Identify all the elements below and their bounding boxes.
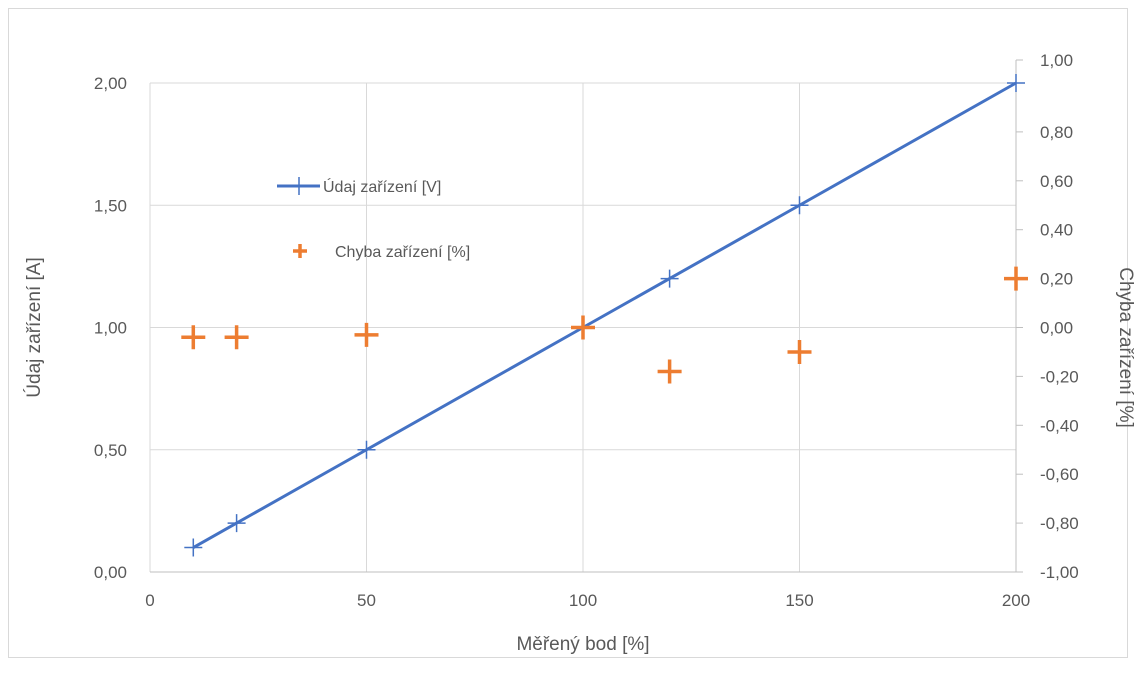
legend-label: Údaj zařízení [V] xyxy=(323,177,441,196)
line-marker xyxy=(184,538,203,557)
y2-tick-label: 0,20 xyxy=(1040,270,1073,289)
y-tick-label: 1,50 xyxy=(94,196,127,215)
y-tick-label: 0,00 xyxy=(94,563,127,582)
y-tick-label: 2,00 xyxy=(94,74,127,93)
legend: Údaj zařízení [V] Chyba zařízení [%] xyxy=(277,177,470,261)
tick-labels: 0,00 0,50 1,00 1,50 2,00 0 50 100 150 200 -1,00 -0,… xyxy=(94,51,1079,610)
y2-tick-label: 0,00 xyxy=(1040,319,1073,338)
error-marker xyxy=(657,359,682,384)
error-marker xyxy=(1004,266,1028,291)
y2-tick-label: 0,60 xyxy=(1040,172,1073,191)
line-marker xyxy=(790,196,809,215)
y2-tick-label: -1,00 xyxy=(1040,563,1079,582)
error-marker xyxy=(354,322,379,347)
line-marker xyxy=(227,514,246,533)
error-marker xyxy=(181,325,206,350)
line-marker xyxy=(660,269,679,288)
x-tick-label: 0 xyxy=(145,591,154,610)
line-marker xyxy=(357,440,376,459)
y2-tick-label: -0,20 xyxy=(1040,367,1079,386)
line-marker xyxy=(1007,74,1025,92)
axes xyxy=(150,59,1023,573)
y2-tick-label: 0,80 xyxy=(1040,123,1073,142)
series-layer xyxy=(181,74,1028,557)
legend-swatch-line-marker xyxy=(290,177,308,195)
y2-tick-label: 1,00 xyxy=(1040,51,1073,70)
y-axis-title: Údaj zařízení [A] xyxy=(23,257,45,397)
y-tick-label: 0,50 xyxy=(94,441,127,460)
y-tick-label: 1,00 xyxy=(94,319,127,338)
legend-label: Chyba zařízení [%] xyxy=(335,244,470,261)
x-tick-label: 100 xyxy=(569,591,597,610)
y2-tick-label: 0,40 xyxy=(1040,221,1073,240)
error-marker xyxy=(571,315,595,340)
error-marker xyxy=(224,325,249,350)
x-tick-label: 150 xyxy=(785,591,813,610)
y2-axis-title: Chyba zařízení [%] xyxy=(1115,267,1136,428)
series-line xyxy=(192,81,1017,549)
x-tick-label: 200 xyxy=(1002,591,1030,610)
y2-tick-label: -0,60 xyxy=(1040,465,1079,484)
error-marker xyxy=(787,339,812,364)
legend-swatch-cross xyxy=(293,244,307,258)
y2-tick-label: -0,40 xyxy=(1040,416,1079,435)
x-axis-title: Měřený bod [%] xyxy=(516,634,649,655)
x-tick-label: 50 xyxy=(357,591,376,610)
y2-tick-label: -0,80 xyxy=(1040,514,1079,533)
